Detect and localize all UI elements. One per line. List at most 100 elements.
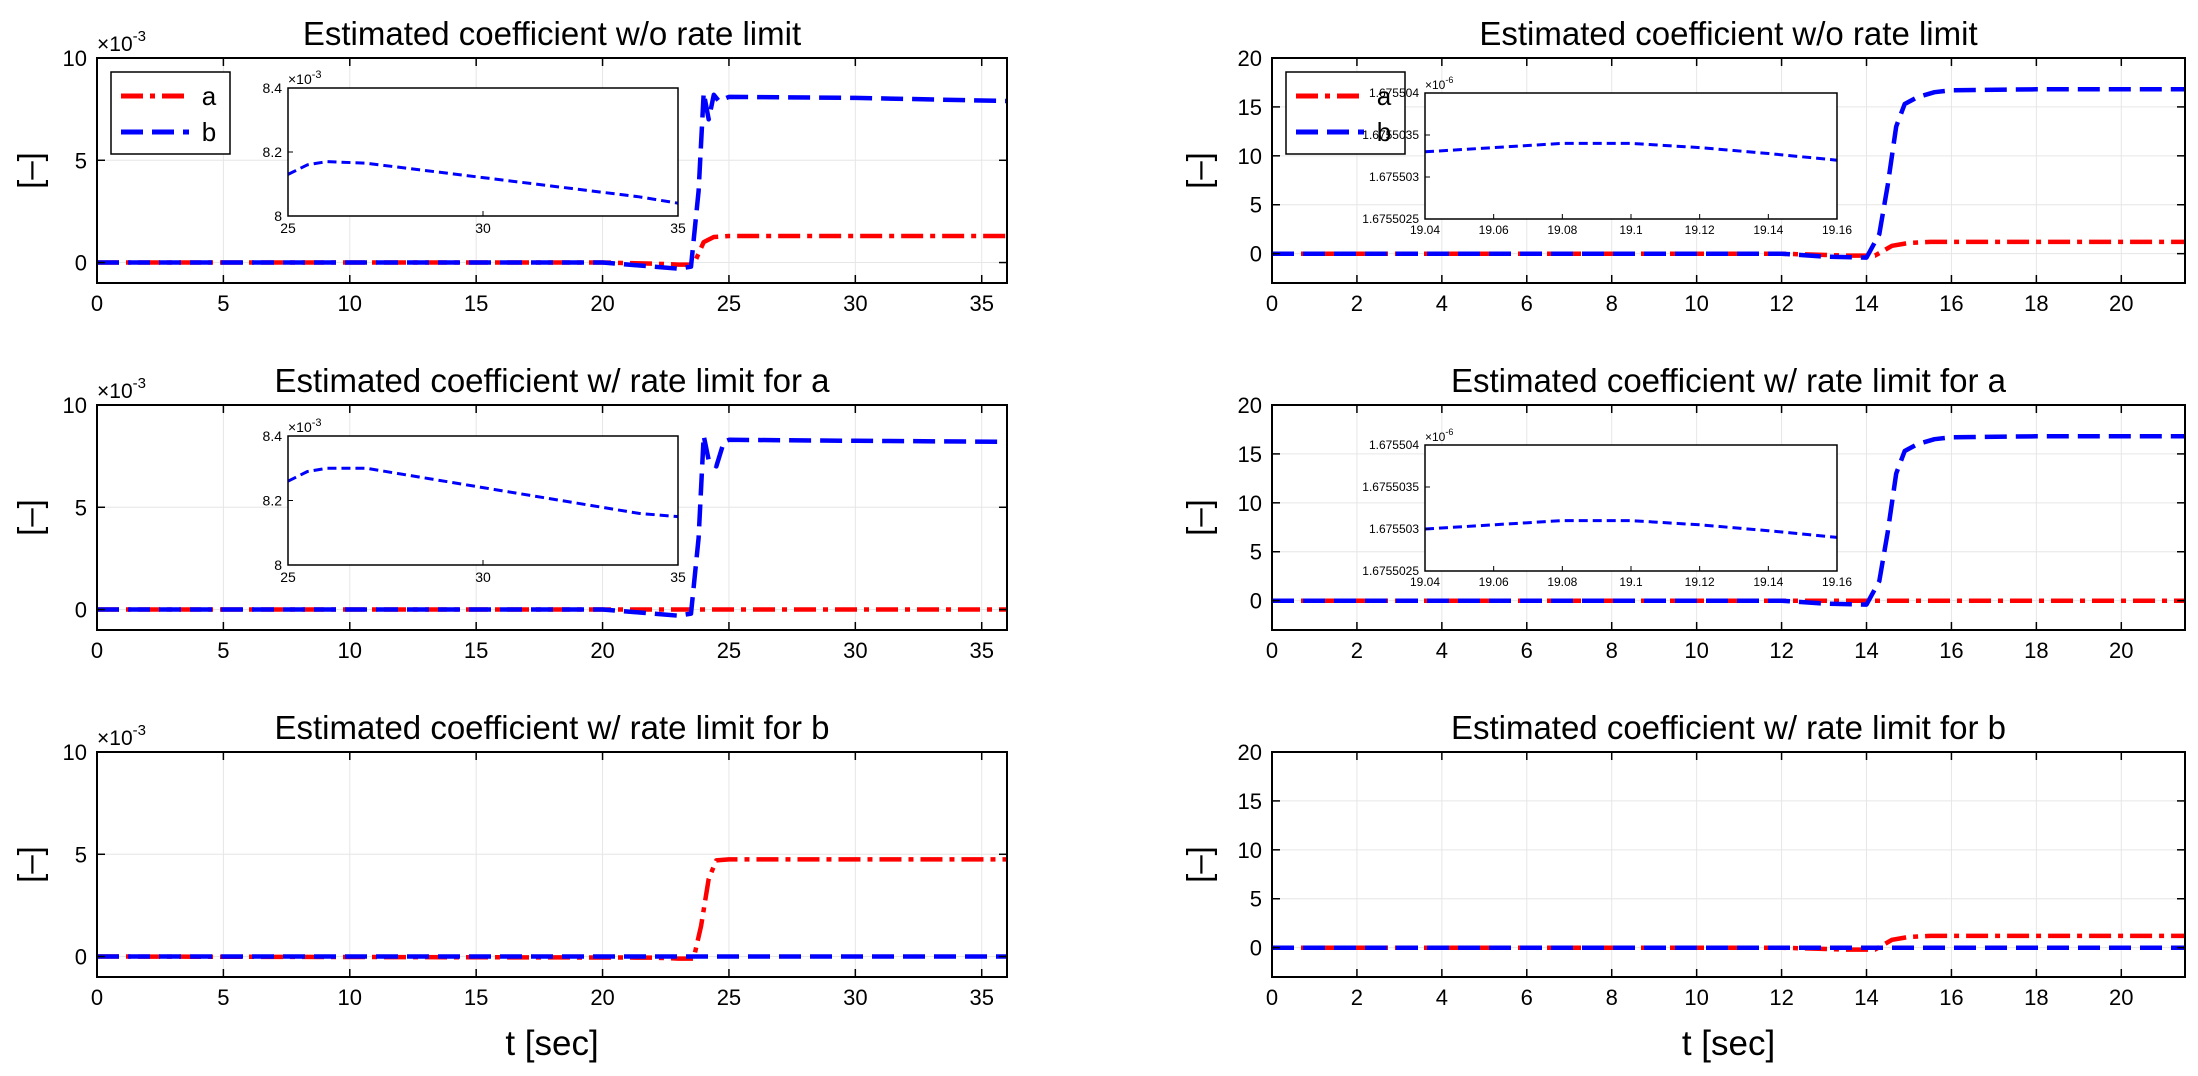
inset-y-tick-label: 1.6755025: [1362, 564, 1419, 578]
inset-series-line-b: [287, 466, 679, 519]
inset-y-tick-label: 8.4: [263, 428, 283, 444]
x-tick-label: 10: [1684, 985, 1708, 1010]
x-tick-label: 35: [969, 985, 993, 1010]
y-tick-label: 0: [75, 598, 87, 623]
x-tick-label: 5: [217, 638, 229, 663]
x-axis-label: t [sec]: [1682, 1024, 1775, 1063]
legend-label-a: a: [202, 81, 217, 111]
legend-label-b: b: [1377, 117, 1391, 147]
series-line-b: [1272, 87, 2185, 260]
inset-x-tick-label: 25: [280, 569, 296, 585]
x-tick-label: 12: [1769, 638, 1793, 663]
inset-x-tick-label: 19.16: [1822, 575, 1852, 589]
x-tick-label: 12: [1769, 291, 1793, 316]
y-exponent: ×10-3: [97, 375, 146, 403]
series-line-a: [97, 233, 1007, 267]
x-tick-label: 12: [1769, 985, 1793, 1010]
y-tick-label: 0: [1250, 936, 1262, 961]
x-tick-label: 8: [1606, 291, 1618, 316]
inset-y-tick-label: 8.2: [263, 492, 283, 508]
inset-x-tick-label: 19.04: [1410, 223, 1440, 237]
y-tick-label: 0: [1250, 242, 1262, 267]
x-tick-label: 0: [1266, 291, 1278, 316]
inset-background: [288, 88, 678, 216]
axes-box: [96, 751, 1008, 978]
inset-x-tick-label: 19.04: [1410, 575, 1440, 589]
inset-y-tick-label: 1.675503: [1369, 522, 1419, 536]
x-tick-label: 5: [217, 291, 229, 316]
x-tick-label: 10: [1684, 291, 1708, 316]
inset-x-tick-label: 19.08: [1547, 575, 1577, 589]
x-tick-label: 16: [1939, 291, 1963, 316]
x-tick-label: 6: [1521, 638, 1533, 663]
y-tick-label: 0: [1250, 589, 1262, 614]
x-tick-label: 15: [464, 638, 488, 663]
chart-title: Estimated coefficient w/o rate limit: [303, 15, 801, 52]
x-tick-label: 0: [91, 291, 103, 316]
axes-box: [1271, 751, 2186, 978]
chart-title: Estimated coefficient w/ rate limit for …: [274, 709, 829, 746]
x-tick-label: 20: [590, 985, 614, 1010]
x-tick-label: 4: [1436, 291, 1448, 316]
y-tick-label: 5: [75, 148, 87, 173]
x-tick-label: 14: [1854, 638, 1878, 663]
x-tick-label: 35: [969, 638, 993, 663]
legend: ab: [1285, 71, 1406, 155]
x-tick-label: 4: [1436, 638, 1448, 663]
x-tick-label: 10: [338, 985, 362, 1010]
inset-x-tick-label: 19.06: [1479, 575, 1509, 589]
y-tick-label: 10: [63, 740, 87, 765]
inset-series-line-b: [1424, 519, 1838, 539]
legend-box: [1285, 71, 1406, 155]
x-tick-label: 10: [338, 291, 362, 316]
inset-x-tick-label: 19.16: [1822, 223, 1852, 237]
inset-background: [1425, 445, 1837, 571]
y-tick-label: 5: [1250, 540, 1262, 565]
x-tick-label: 2: [1351, 291, 1363, 316]
x-tick-label: 20: [590, 291, 614, 316]
x-tick-label: 6: [1521, 985, 1533, 1010]
series-line-a: [1272, 933, 2185, 952]
chart-title: Estimated coefficient w/ rate limit for …: [274, 362, 830, 399]
chart-title: Estimated coefficient w/ rate limit for …: [1451, 362, 2007, 399]
inset-x-tick-label: 30: [475, 569, 491, 585]
inset-y-tick-label: 1.6755035: [1362, 128, 1419, 142]
x-tick-label: 30: [843, 985, 867, 1010]
inset-background: [288, 436, 678, 565]
x-tick-label: 25: [717, 291, 741, 316]
inset-y-tick-label: 8.2: [263, 144, 283, 160]
inset-plot: 19.04 19.06 19.08 19.1 19.12 19.14 19.16 1.6755…: [1362, 75, 1852, 237]
inset-y-tick-label: 1.6755035: [1362, 480, 1419, 494]
plot-area: [97, 752, 1007, 977]
x-tick-label: 20: [2109, 638, 2133, 663]
subplot-right-1: 0 2 4 6 8 10 12 14 16 18 20 0 5 10 15 20 Estimated coeff…: [1180, 15, 2186, 316]
x-tick-label: 14: [1854, 985, 1878, 1010]
x-tick-label: 2: [1351, 638, 1363, 663]
x-tick-label: 5: [217, 985, 229, 1010]
x-tick-label: 4: [1436, 985, 1448, 1010]
x-tick-label: 10: [1684, 638, 1708, 663]
legend-box: [110, 71, 231, 155]
y-tick-label: 15: [1238, 789, 1262, 814]
x-tick-label: 0: [1266, 985, 1278, 1010]
y-tick-label: 5: [1250, 887, 1262, 912]
y-tick-label: 20: [1238, 46, 1262, 71]
inset-y-tick-label: 8.4: [263, 80, 283, 96]
x-tick-label: 18: [2024, 638, 2048, 663]
y-tick-label: 20: [1238, 740, 1262, 765]
subplot-right-2: 0 2 4 6 8 10 12 14 16 18 20 0 5 10 15 20 Estimated coeff…: [1180, 362, 2186, 663]
inset-x-tick-label: 25: [280, 220, 296, 236]
chart-title: Estimated coefficient w/ rate limit for …: [1451, 709, 2006, 746]
y-tick-label: 20: [1238, 393, 1262, 418]
x-tick-label: 0: [91, 638, 103, 663]
inset-x-tick-label: 35: [670, 220, 686, 236]
y-axis-label: [–]: [1180, 846, 1217, 883]
x-tick-label: 20: [2109, 291, 2133, 316]
y-tick-label: 10: [1238, 144, 1262, 169]
x-tick-label: 35: [969, 291, 993, 316]
inset-x-tick-label: 19.12: [1685, 223, 1715, 237]
inset-background: [1425, 93, 1837, 219]
series-line-b: [97, 433, 1007, 618]
